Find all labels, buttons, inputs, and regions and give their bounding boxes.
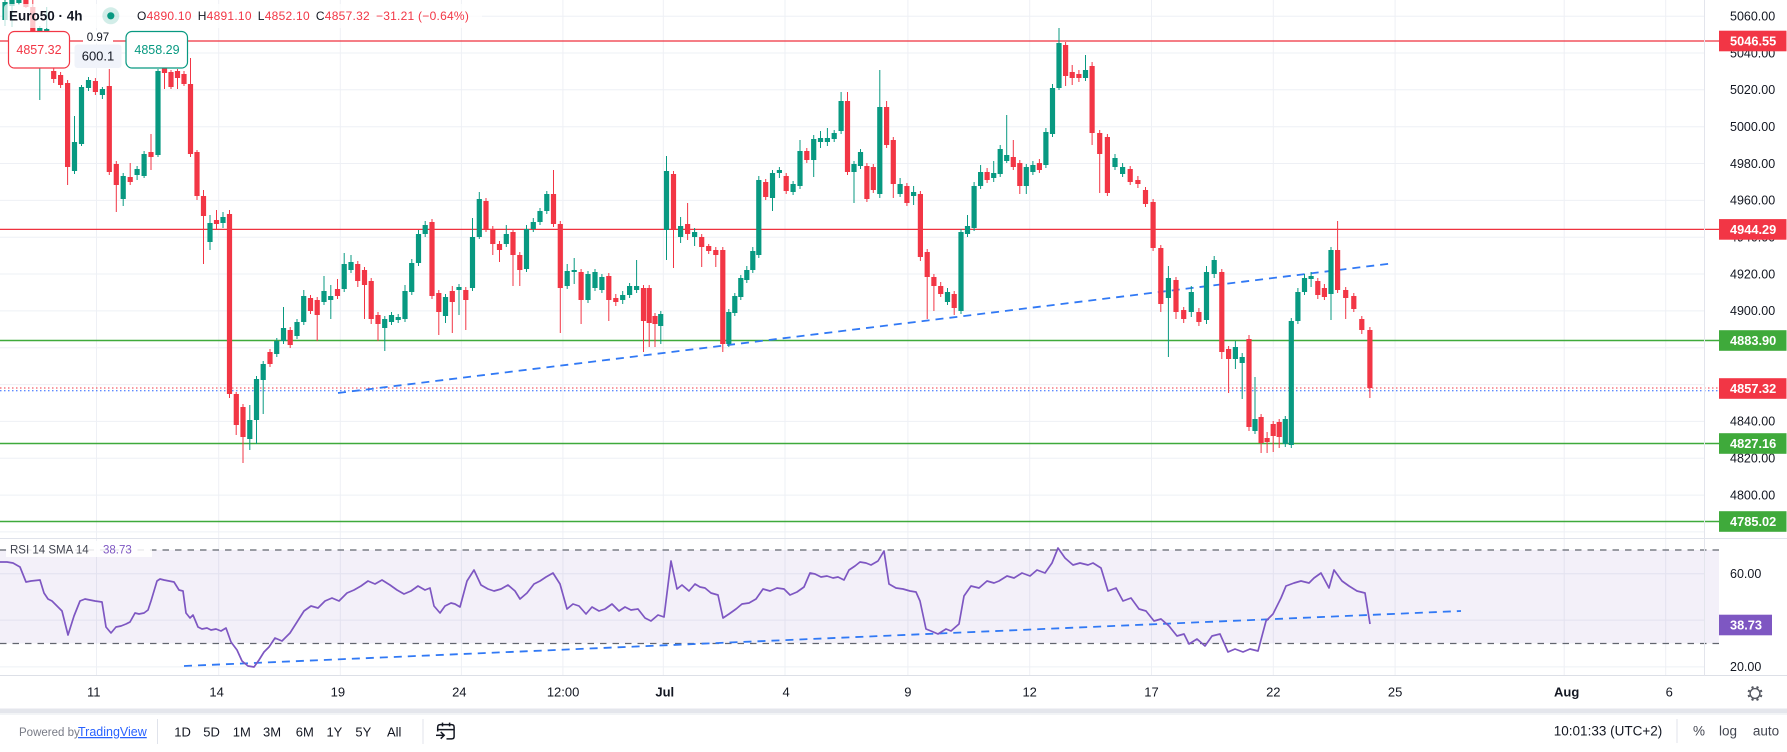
svg-text:5000.00: 5000.00 <box>1730 120 1775 134</box>
svg-text:5060.00: 5060.00 <box>1730 10 1775 24</box>
svg-text:3M: 3M <box>263 725 281 740</box>
svg-text:12:00: 12:00 <box>547 685 580 700</box>
svg-text:1M: 1M <box>233 725 251 740</box>
svg-text:0.97: 0.97 <box>87 32 109 44</box>
svg-text:4820.00: 4820.00 <box>1730 452 1775 466</box>
svg-text:10:01:33 (UTC+2): 10:01:33 (UTC+2) <box>1554 724 1662 739</box>
svg-text:4785.02: 4785.02 <box>1730 514 1776 529</box>
svg-text:5Y: 5Y <box>355 725 371 740</box>
svg-text:Euro50 · 4h: Euro50 · 4h <box>9 9 83 24</box>
svg-text:17: 17 <box>1144 685 1158 700</box>
svg-text:5D: 5D <box>203 725 220 740</box>
svg-text:4960.00: 4960.00 <box>1730 194 1775 208</box>
svg-text:4883.90: 4883.90 <box>1730 333 1776 348</box>
svg-text:%: % <box>1693 724 1705 739</box>
svg-text:auto: auto <box>1753 724 1779 739</box>
svg-text:1D: 1D <box>174 725 191 740</box>
svg-text:9: 9 <box>904 685 911 700</box>
svg-text:4857.32: 4857.32 <box>16 43 61 57</box>
svg-text:38.73: 38.73 <box>103 545 132 557</box>
svg-text:4: 4 <box>782 685 789 700</box>
svg-text:Jul: Jul <box>655 685 674 700</box>
svg-text:Powered by: Powered by <box>19 727 80 739</box>
svg-text:11: 11 <box>87 685 101 700</box>
svg-text:Aug: Aug <box>1554 685 1579 700</box>
svg-text:4980.00: 4980.00 <box>1730 157 1775 171</box>
svg-text:TradingView: TradingView <box>78 725 148 739</box>
svg-text:38.73: 38.73 <box>1730 618 1762 633</box>
svg-text:4827.16: 4827.16 <box>1730 436 1776 451</box>
svg-text:5046.55: 5046.55 <box>1730 34 1776 49</box>
svg-text:4858.29: 4858.29 <box>134 43 179 57</box>
svg-text:22: 22 <box>1266 685 1280 700</box>
svg-text:4840.00: 4840.00 <box>1730 415 1775 429</box>
svg-text:19: 19 <box>331 685 345 700</box>
svg-text:12: 12 <box>1022 685 1036 700</box>
svg-text:6M: 6M <box>296 725 314 740</box>
svg-text:24: 24 <box>452 685 466 700</box>
svg-text:All: All <box>387 725 402 740</box>
svg-text:60.00: 60.00 <box>1730 567 1761 581</box>
svg-text:25: 25 <box>1388 685 1402 700</box>
svg-text:4920.00: 4920.00 <box>1730 267 1775 281</box>
svg-text:14: 14 <box>209 685 223 700</box>
svg-text:4900.00: 4900.00 <box>1730 304 1775 318</box>
svg-text:log: log <box>1719 724 1737 739</box>
svg-text:600.1: 600.1 <box>82 49 115 64</box>
svg-text:RSI 14 SMA 14: RSI 14 SMA 14 <box>10 545 89 557</box>
svg-text:4800.00: 4800.00 <box>1730 488 1775 502</box>
svg-text:4857.32: 4857.32 <box>1730 381 1776 396</box>
svg-text:6: 6 <box>1666 685 1673 700</box>
svg-text:1Y: 1Y <box>326 725 342 740</box>
svg-text:4944.29: 4944.29 <box>1730 222 1776 237</box>
svg-text:20.00: 20.00 <box>1730 660 1761 674</box>
svg-text:5020.00: 5020.00 <box>1730 83 1775 97</box>
